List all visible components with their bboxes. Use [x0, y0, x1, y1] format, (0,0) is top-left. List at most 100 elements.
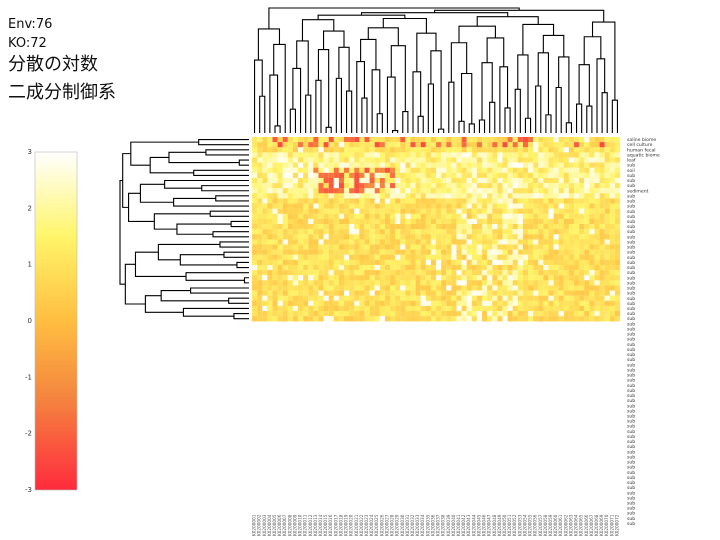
- heatmap-cell: [395, 198, 401, 204]
- heatmap-cell: [292, 224, 299, 230]
- env-count-label: Env:76: [8, 17, 53, 32]
- heatmap-cell: [522, 300, 529, 307]
- heatmap-cell: [441, 193, 447, 199]
- heatmap-cell: [292, 285, 299, 291]
- heatmap-cell: [292, 259, 299, 266]
- heatmap-cell: [568, 234, 575, 240]
- heatmap-cell: [430, 229, 437, 235]
- heatmap-cell: [287, 300, 294, 307]
- heatmap-cell: [538, 244, 544, 250]
- heatmap-cell: [594, 264, 600, 271]
- heatmap-cell: [430, 300, 437, 307]
- heatmap-cell: [533, 198, 539, 204]
- heatmap-cell: [292, 280, 299, 286]
- heatmap-cell: [395, 280, 401, 286]
- heatmap-cell: [436, 239, 442, 245]
- heatmap-cell: [425, 198, 432, 204]
- heatmap-cell: [461, 137, 467, 143]
- heatmap-cell: [277, 183, 283, 189]
- heatmap-cell: [528, 290, 534, 296]
- heatmap-cell: [584, 285, 590, 291]
- heatmap-cell: [614, 270, 621, 276]
- heatmap-cell: [303, 198, 309, 204]
- heatmap-cell: [436, 167, 442, 173]
- heatmap-cell: [609, 224, 616, 230]
- heatmap-cell: [390, 259, 396, 266]
- heatmap-cell: [533, 275, 539, 281]
- heatmap-cell: [277, 264, 283, 271]
- heatmap-cell: [298, 157, 304, 163]
- heatmap-cell: [446, 213, 452, 220]
- heatmap-cell: [313, 203, 319, 209]
- heatmap-cell: [614, 218, 621, 225]
- heatmap-cell: [323, 239, 329, 245]
- heatmap-cell: [318, 213, 324, 220]
- heatmap-cell: [451, 234, 457, 240]
- heatmap-cell: [318, 249, 324, 255]
- col-dendrogram-branch: [427, 83, 434, 133]
- heatmap-cell: [287, 198, 294, 204]
- heatmap-cell: [599, 193, 605, 199]
- col-dendrogram-branch: [478, 119, 486, 133]
- heatmap-cell: [604, 254, 610, 260]
- heatmap-cell: [292, 270, 299, 276]
- heatmap-cell: [589, 285, 595, 291]
- heatmap-cell: [333, 264, 340, 271]
- col-dendrogram-branch: [268, 7, 520, 29]
- heatmap-cell: [400, 224, 406, 230]
- heatmap-cell: [384, 244, 391, 250]
- col-dendrogram-branch: [323, 30, 345, 50]
- heatmap-cell: [369, 316, 375, 322]
- heatmap-cell: [528, 188, 534, 194]
- heatmap-cell: [502, 157, 508, 163]
- heatmap-cell: [482, 305, 488, 312]
- heatmap-cell: [466, 285, 472, 291]
- heatmap-cell: [558, 213, 564, 220]
- heatmap-cell: [594, 249, 600, 255]
- heatmap-cell: [390, 208, 396, 214]
- heatmap-cell: [400, 213, 406, 220]
- heatmap-cell: [328, 239, 334, 245]
- heatmap-cell: [574, 300, 580, 307]
- heatmap-cell: [338, 183, 345, 189]
- heatmap-cell: [384, 259, 391, 266]
- heatmap-cell: [430, 239, 437, 245]
- heatmap-cell: [282, 239, 288, 245]
- heatmap-cell: [252, 285, 258, 291]
- heatmap-cell: [558, 152, 564, 158]
- heatmap-cell: [553, 239, 559, 245]
- heatmap-cell: [538, 234, 544, 240]
- heatmap-cell: [456, 208, 462, 214]
- heatmap-cell: [538, 224, 544, 230]
- col-dendrogram-branch: [438, 128, 445, 133]
- heatmap-cell: [609, 142, 616, 148]
- heatmap-cell: [553, 234, 559, 240]
- heatmap-cell: [359, 295, 365, 301]
- heatmap-cell: [344, 203, 350, 209]
- heatmap-cell: [400, 193, 406, 199]
- col-label: K0200049: [497, 514, 502, 536]
- heatmap-cell: [405, 213, 411, 220]
- heatmap-cell: [579, 249, 585, 255]
- row-dendrogram-branch: [122, 153, 131, 208]
- heatmap-cell: [553, 172, 559, 179]
- heatmap-cell: [502, 239, 508, 245]
- heatmap-cell: [446, 280, 452, 286]
- heatmap-cell: [369, 290, 375, 296]
- heatmap-cell: [262, 300, 268, 307]
- heatmap-cell: [609, 218, 616, 225]
- heatmap-cell: [482, 316, 488, 322]
- heatmap-cell: [563, 290, 570, 296]
- heatmap-cell: [298, 244, 304, 250]
- heatmap-cell: [563, 152, 570, 158]
- heatmap-cell: [461, 254, 467, 260]
- heatmap-cell: [410, 147, 416, 153]
- heatmap-cell: [441, 198, 447, 204]
- heatmap-cell: [298, 193, 304, 199]
- col-dendrogram-branch: [450, 42, 468, 83]
- heatmap-cell: [568, 305, 575, 312]
- heatmap-cell: [548, 193, 554, 199]
- heatmap-cell: [563, 259, 570, 266]
- heatmap-cell: [609, 259, 616, 266]
- heatmap-cell: [354, 316, 360, 322]
